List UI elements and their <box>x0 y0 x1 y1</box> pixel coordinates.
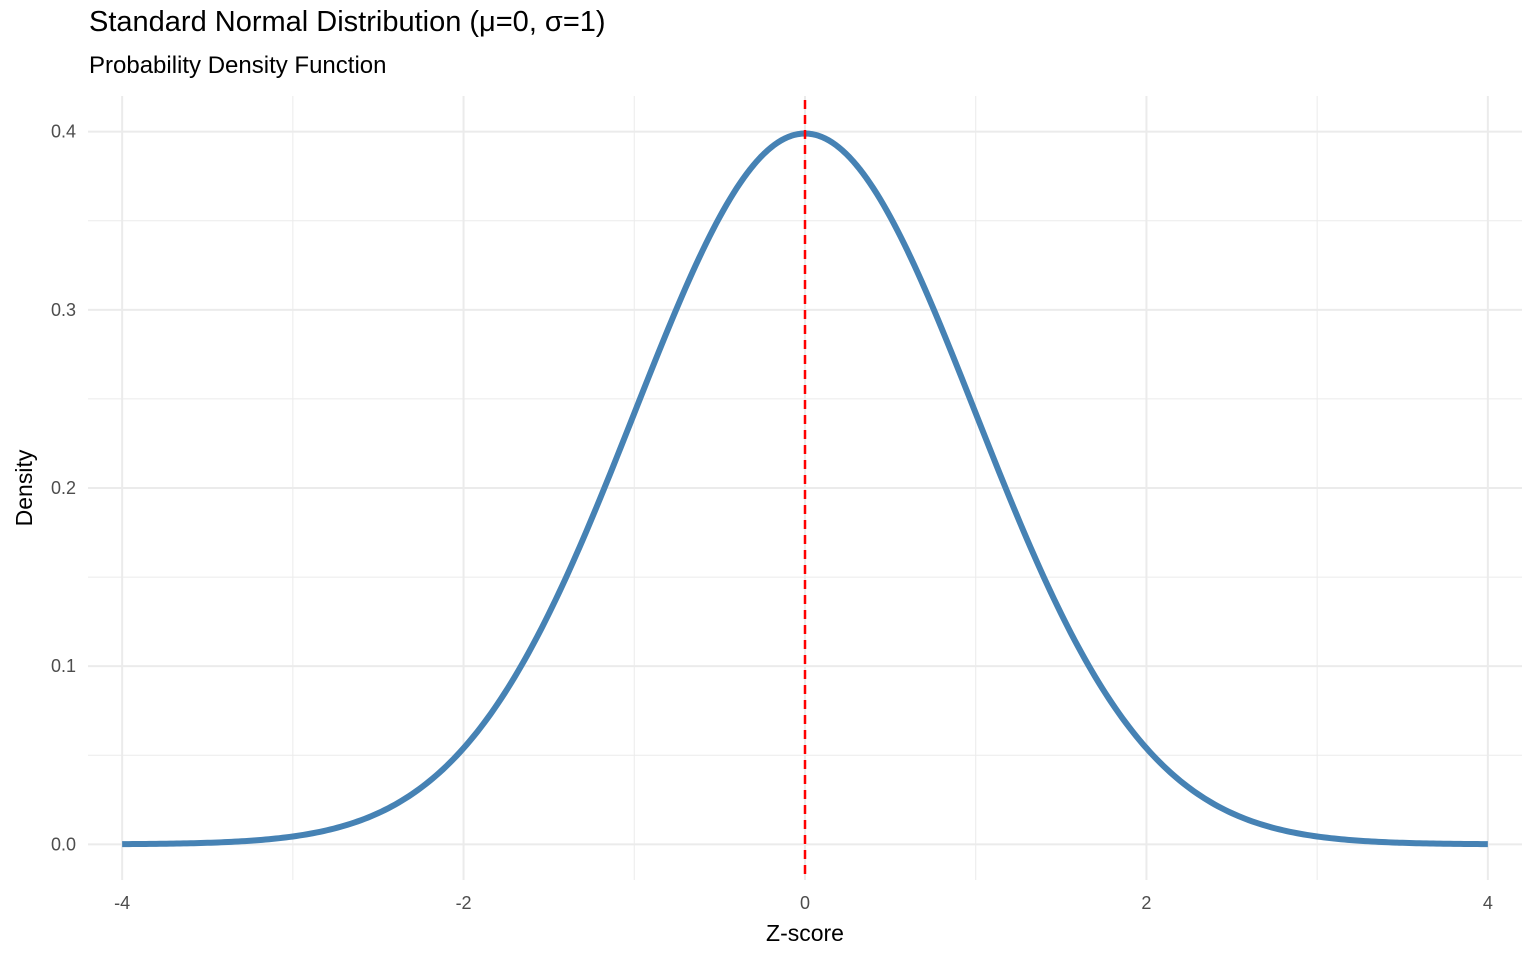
y-tick-label: 0.4 <box>51 122 76 142</box>
y-tick-label: 0.2 <box>51 478 76 498</box>
x-tick-label: 0 <box>800 893 810 913</box>
x-tick-label: -4 <box>114 893 130 913</box>
x-tick-label: 4 <box>1483 893 1493 913</box>
x-tick-label: -2 <box>456 893 472 913</box>
x-tick-label: 2 <box>1141 893 1151 913</box>
x-axis-title: Z-score <box>766 920 844 946</box>
chart-title: Standard Normal Distribution (μ=0, σ=1) <box>89 6 606 38</box>
chart-subtitle: Probability Density Function <box>89 52 387 79</box>
major-gridlines <box>88 96 1522 880</box>
x-axis-ticks: -4 -2 0 2 4 <box>114 893 1493 913</box>
y-tick-label: 0.3 <box>51 300 76 320</box>
y-tick-label: 0.1 <box>51 656 76 676</box>
y-tick-label: 0.0 <box>51 834 76 854</box>
y-axis-title: Density <box>11 449 37 526</box>
y-axis-ticks: 0.0 0.1 0.2 0.3 0.4 <box>51 122 76 855</box>
